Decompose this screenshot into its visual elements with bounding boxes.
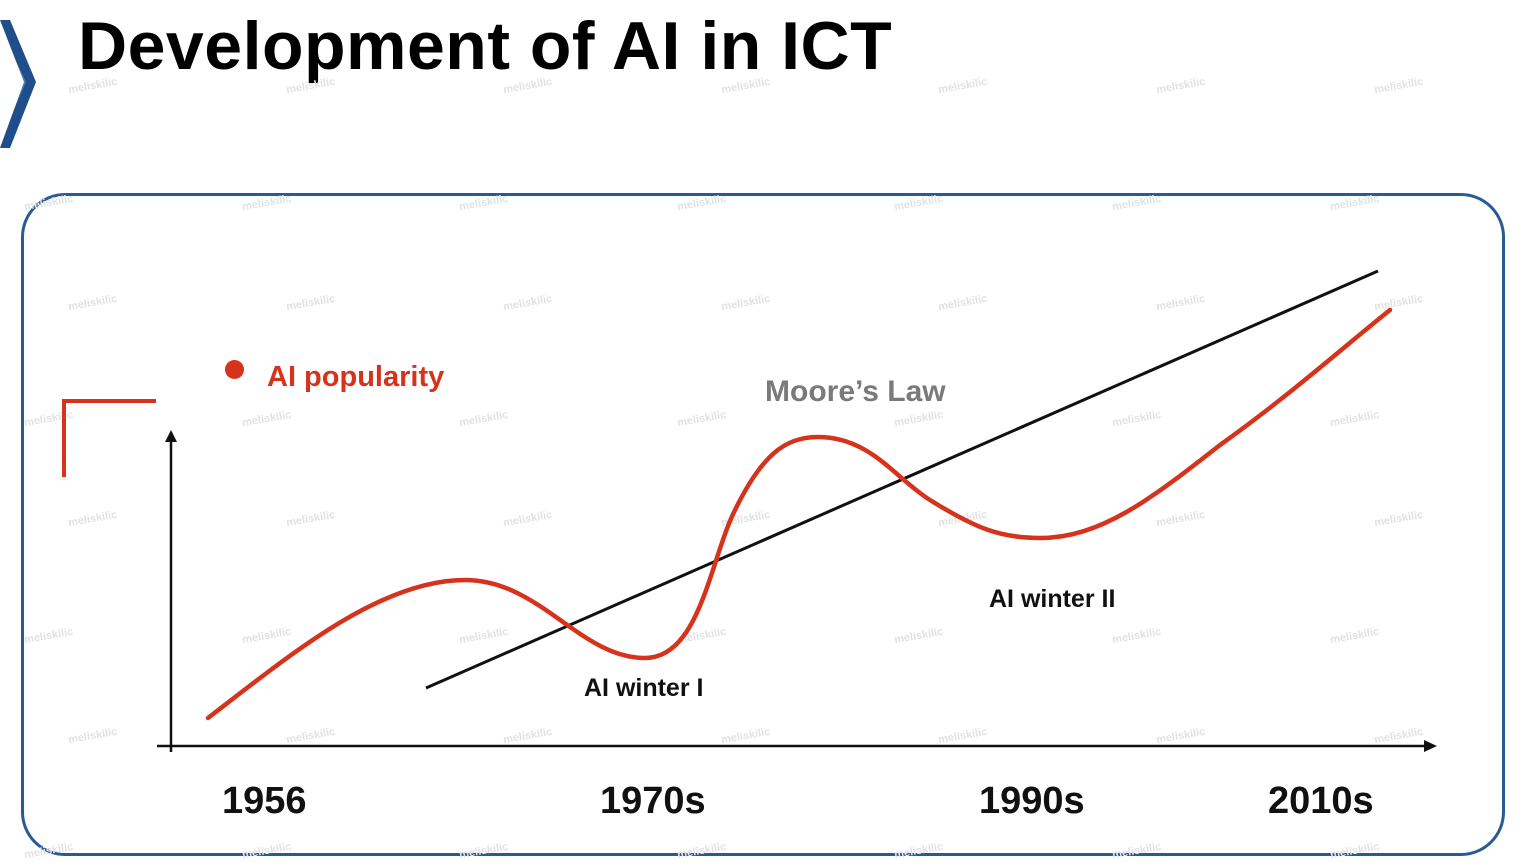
moores-law-label: Moore’s Law — [765, 375, 946, 408]
legend-label: AI popularity — [267, 361, 445, 393]
x-tick-1990s: 1990s — [979, 780, 1085, 822]
corner-bracket — [62, 399, 156, 477]
ai-winter-1-label: AI winter I — [584, 674, 704, 702]
page-title: Development of AI in ICT — [78, 8, 893, 84]
ai-popularity-curve — [205, 307, 1393, 721]
legend-bullet — [225, 360, 244, 379]
y-axis-arrow — [165, 430, 177, 442]
x-tick-1956: 1956 — [222, 780, 307, 822]
x-tick-1970s: 1970s — [600, 780, 706, 822]
chevron-right-icon — [0, 20, 36, 148]
ai-winter-2-label: AI winter II — [989, 585, 1116, 613]
x-axis-arrow — [1424, 740, 1437, 752]
x-tick-2010s: 2010s — [1268, 780, 1374, 822]
